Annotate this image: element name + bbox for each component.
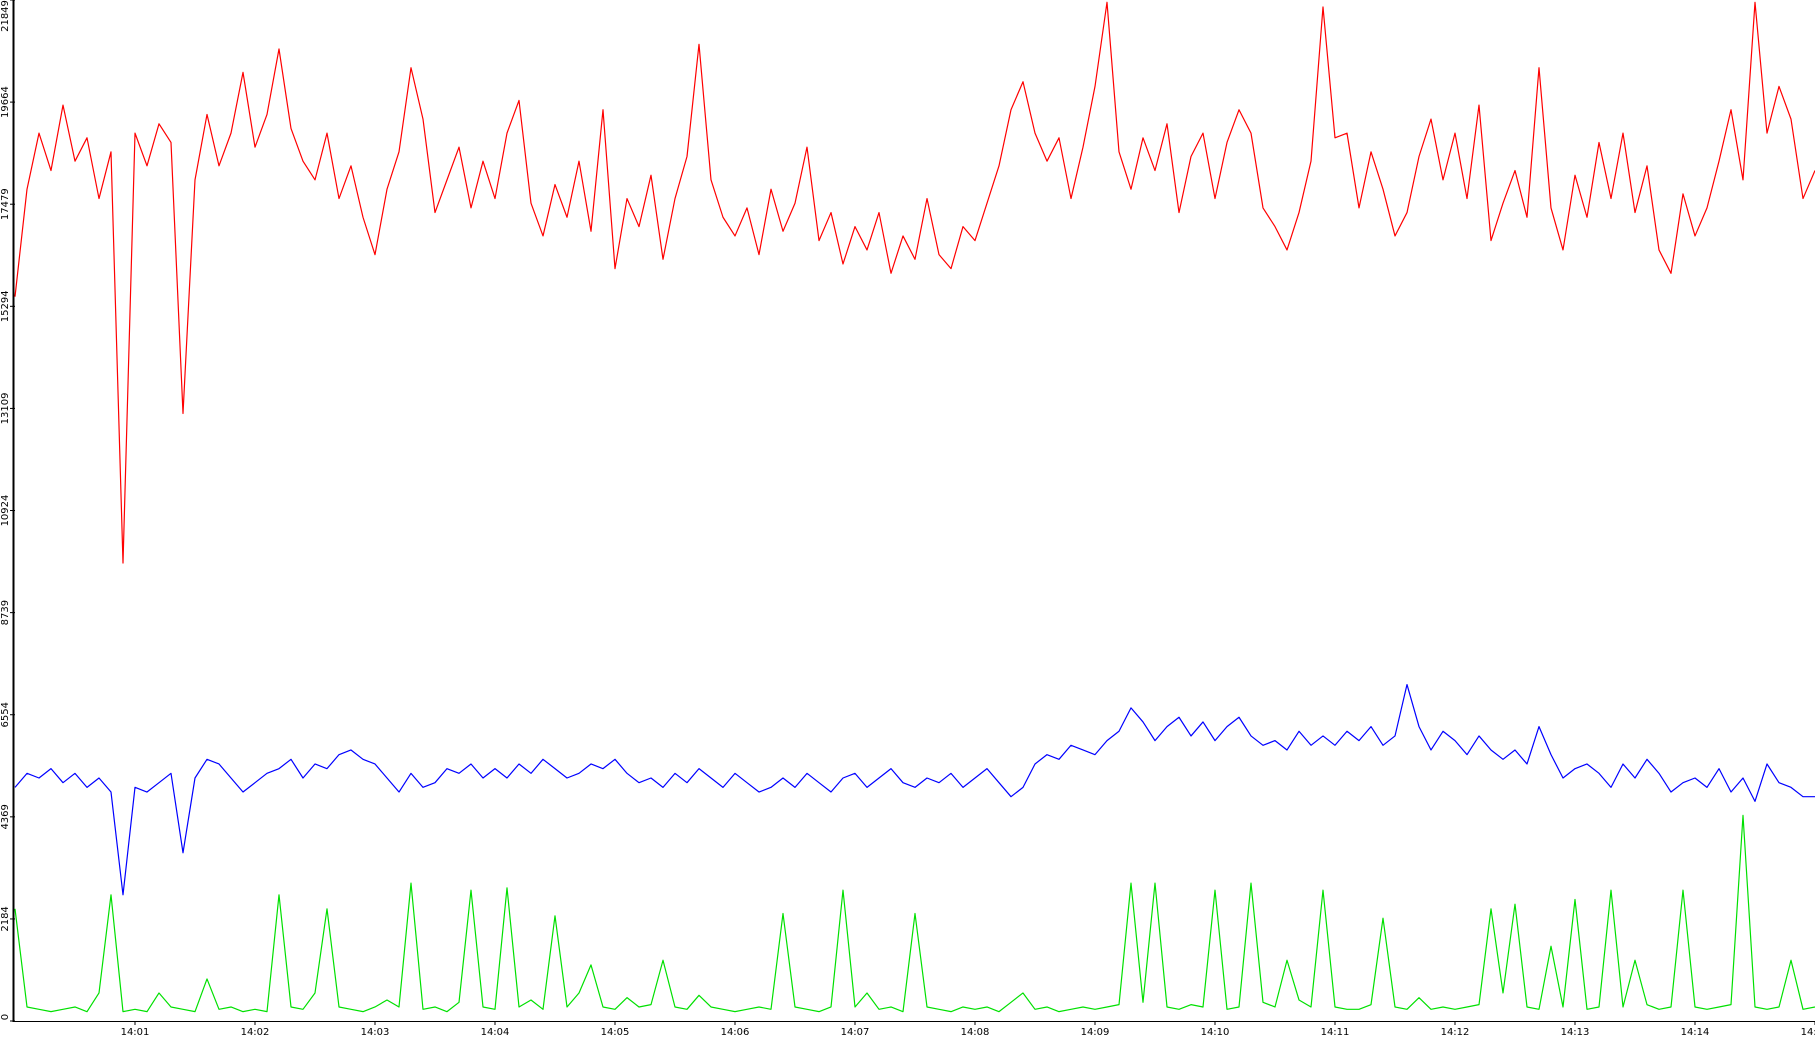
- series-line: [14, 1, 1815, 564]
- x-tick-label: 14:14: [1681, 1027, 1710, 1038]
- x-tick-label: 14:13: [1561, 1027, 1590, 1038]
- y-tick-label: 21849: [0, 0, 11, 32]
- x-tick-label: 14:08: [961, 1027, 990, 1038]
- y-tick-label: 2184: [0, 906, 11, 931]
- y-tick-label: 19664: [0, 86, 11, 118]
- y-tick-label: 4369: [0, 804, 11, 829]
- y-tick-label: 17479: [0, 188, 11, 220]
- y-tick-label: 15294: [0, 290, 11, 322]
- x-tick-label: 14:07: [841, 1027, 870, 1038]
- y-tick-label: 13109: [0, 393, 11, 425]
- series-line: [14, 683, 1815, 896]
- y-tick-label: 6554: [0, 702, 11, 727]
- x-tick-label: 14:11: [1321, 1027, 1350, 1038]
- y-tick-label: 10924: [0, 495, 11, 527]
- x-tick-label: 14:04: [481, 1027, 510, 1038]
- series-line: [14, 814, 1815, 1013]
- x-tick-label: 14:06: [721, 1027, 750, 1038]
- x-tick-label: 14:01: [121, 1027, 150, 1038]
- x-tick-label: 14:10: [1201, 1027, 1230, 1038]
- x-tick-label: 14:12: [1441, 1027, 1470, 1038]
- y-tick-label: 8739: [0, 600, 11, 625]
- x-tick-label: 14:03: [361, 1027, 390, 1038]
- x-tick-label: 14:15: [1801, 1027, 1815, 1038]
- x-tick-label: 14:05: [601, 1027, 630, 1038]
- x-tick-label: 14:02: [241, 1027, 270, 1038]
- x-tick-label: 14:09: [1081, 1027, 1110, 1038]
- y-tick-label: 0: [0, 1014, 11, 1020]
